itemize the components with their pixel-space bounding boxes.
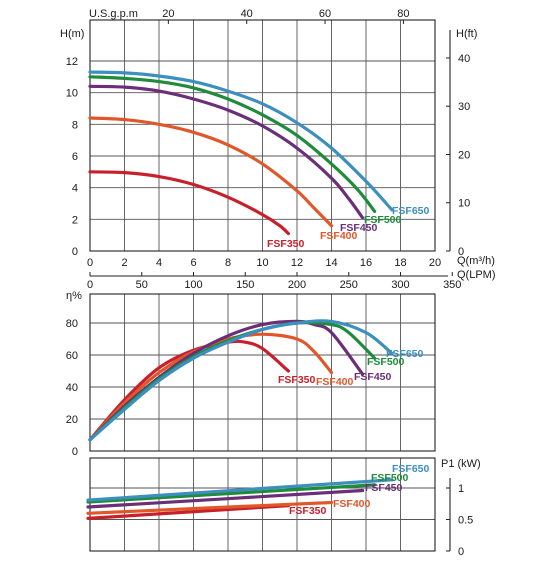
lpm-tick-label: 100 (184, 279, 202, 291)
y-tick-label: 8 (72, 119, 78, 131)
x-tick-label: 14 (325, 257, 337, 269)
ft-tick-label: 10 (458, 198, 470, 210)
x-axis-bottom-label: Q(LPM) (457, 269, 496, 281)
ft-tick-label: 30 (458, 101, 470, 113)
x-tick-label: 12 (291, 257, 303, 269)
y-tick-label: 2 (72, 214, 78, 226)
eff-series-label: FSF400 (316, 376, 354, 388)
power-tick-label: 1 (458, 483, 464, 495)
head-curve-fsf450 (88, 84, 365, 220)
panel-frame-2 (89, 293, 436, 452)
usgpm-tick-label: 20 (162, 8, 174, 20)
power-axis-label: P1 (kW) (441, 458, 481, 470)
x-axis-top-label: U.S.g.p.m (89, 8, 138, 20)
head-series-label: FSF400 (320, 230, 358, 242)
lpm-tick-label: 250 (340, 279, 358, 291)
power-curve-fsf650 (86, 478, 394, 502)
eta-tick-label: 0 (72, 446, 78, 458)
power-curve-fsf400 (86, 500, 334, 515)
head-curve-fsf500 (88, 75, 377, 213)
power-tick-label: 0.5 (458, 515, 473, 527)
grid-layer (89, 19, 453, 552)
ft-tick-label: 0 (458, 246, 464, 258)
y-axis-label: H(m) (60, 28, 84, 40)
x-tick-label: 20 (429, 257, 441, 269)
x-axis-label: Q(m³/h) (457, 255, 495, 267)
y-tick-label: 4 (72, 183, 78, 195)
head-curve-fsf650 (88, 70, 394, 212)
panel-frame-3 (89, 457, 436, 552)
eff-series-label: FSF450 (354, 371, 392, 383)
usgpm-tick-label: 60 (319, 8, 331, 20)
eff-series-label: FSF500 (367, 356, 405, 368)
head-series-label: FSF350 (267, 238, 305, 250)
y-tick-label: 6 (72, 151, 78, 163)
head-curve-fsf350 (88, 170, 290, 236)
eta-tick-label: 40 (66, 382, 78, 394)
lpm-tick-label: 350 (443, 279, 461, 291)
ft-tick-label: 40 (458, 53, 470, 65)
y-tick-label: 0 (72, 246, 78, 258)
x-tick-label: 4 (156, 257, 162, 269)
lpm-tick-label: 300 (391, 279, 409, 291)
eta-tick-label: 20 (66, 414, 78, 426)
x-tick-label: 10 (256, 257, 268, 269)
eta-tick-label: 60 (66, 350, 78, 362)
eta-tick-label: 80 (66, 318, 78, 330)
eff-series-label: FSF350 (278, 374, 316, 386)
y-axis-secondary-label: H(ft) (456, 28, 477, 40)
head-series-label: FSF650 (392, 205, 430, 217)
x-tick-label: 8 (225, 257, 231, 269)
y-tick-label: 12 (66, 56, 78, 68)
x-tick-label: 6 (190, 257, 196, 269)
x-tick-label: 2 (121, 257, 127, 269)
head-curve-fsf400 (88, 116, 334, 228)
lpm-tick-label: 200 (288, 279, 306, 291)
x-tick-label: 0 (87, 257, 93, 269)
head-series-label: FSF500 (364, 214, 402, 226)
lpm-tick-label: 150 (236, 279, 254, 291)
ft-tick-label: 20 (458, 149, 470, 161)
x-tick-label: 16 (360, 257, 372, 269)
power-series-label: FSF350 (289, 505, 327, 517)
eff-series-label: FSF650 (386, 348, 424, 360)
eff-curve-fsf650 (88, 319, 394, 442)
x-tick-label: 18 (394, 257, 406, 269)
eta-axis-label: η% (66, 290, 82, 302)
power-series-label: FSF450 (365, 482, 403, 494)
usgpm-tick-label: 80 (397, 8, 409, 20)
lpm-tick-label: 50 (136, 279, 148, 291)
power-series-label: FSF500 (371, 472, 409, 484)
y-tick-label: 10 (66, 88, 78, 100)
curves-layer (86, 70, 394, 520)
lpm-tick-label: 0 (87, 279, 93, 291)
power-series-label: FSF650 (392, 463, 430, 475)
power-series-label: FSF400 (333, 498, 371, 510)
usgpm-tick-label: 40 (241, 8, 253, 20)
power-curve-fsf450 (86, 488, 365, 509)
head-series-label: FSF450 (340, 222, 378, 234)
power-tick-label: 0 (458, 546, 464, 558)
power-curve-fsf500 (86, 483, 377, 504)
